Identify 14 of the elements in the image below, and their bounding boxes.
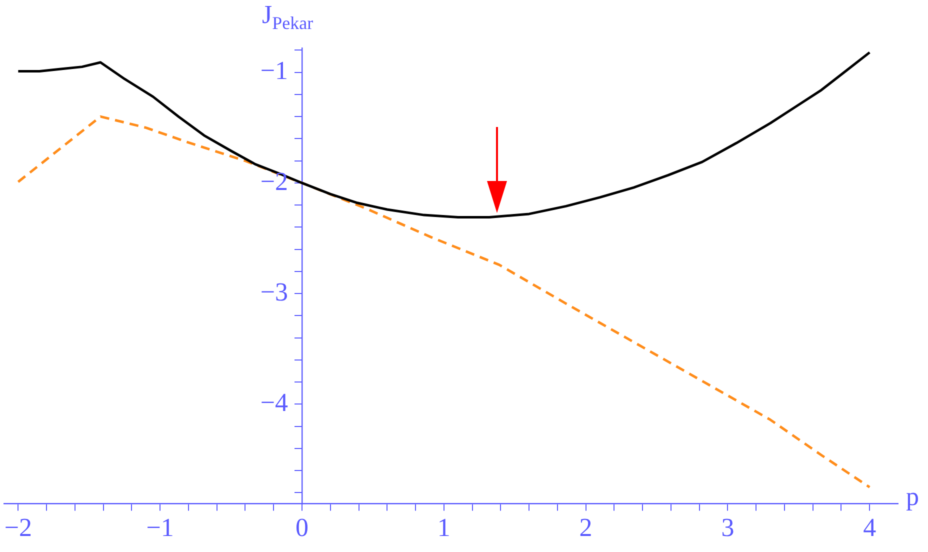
- line-series: [16, 115, 871, 488]
- x-tick-label: 1: [437, 513, 450, 542]
- x-tick-label: 2: [579, 513, 592, 542]
- x-tick-label: −2: [4, 513, 32, 542]
- y-tick-label: −4: [260, 388, 288, 418]
- x-axis-title: p: [906, 482, 919, 512]
- y-tick-label: −2: [260, 166, 288, 196]
- y-tick-label: −3: [260, 277, 288, 306]
- x-tick-label: 4: [863, 513, 876, 542]
- y-tick-label: −1: [260, 56, 288, 86]
- x-tick-label: −1: [146, 513, 174, 542]
- x-tick-label: 0: [296, 513, 308, 542]
- x-tick-label: 3: [721, 513, 734, 542]
- y-axis-title: J$_{Pekar}$: [262, 0, 314, 34]
